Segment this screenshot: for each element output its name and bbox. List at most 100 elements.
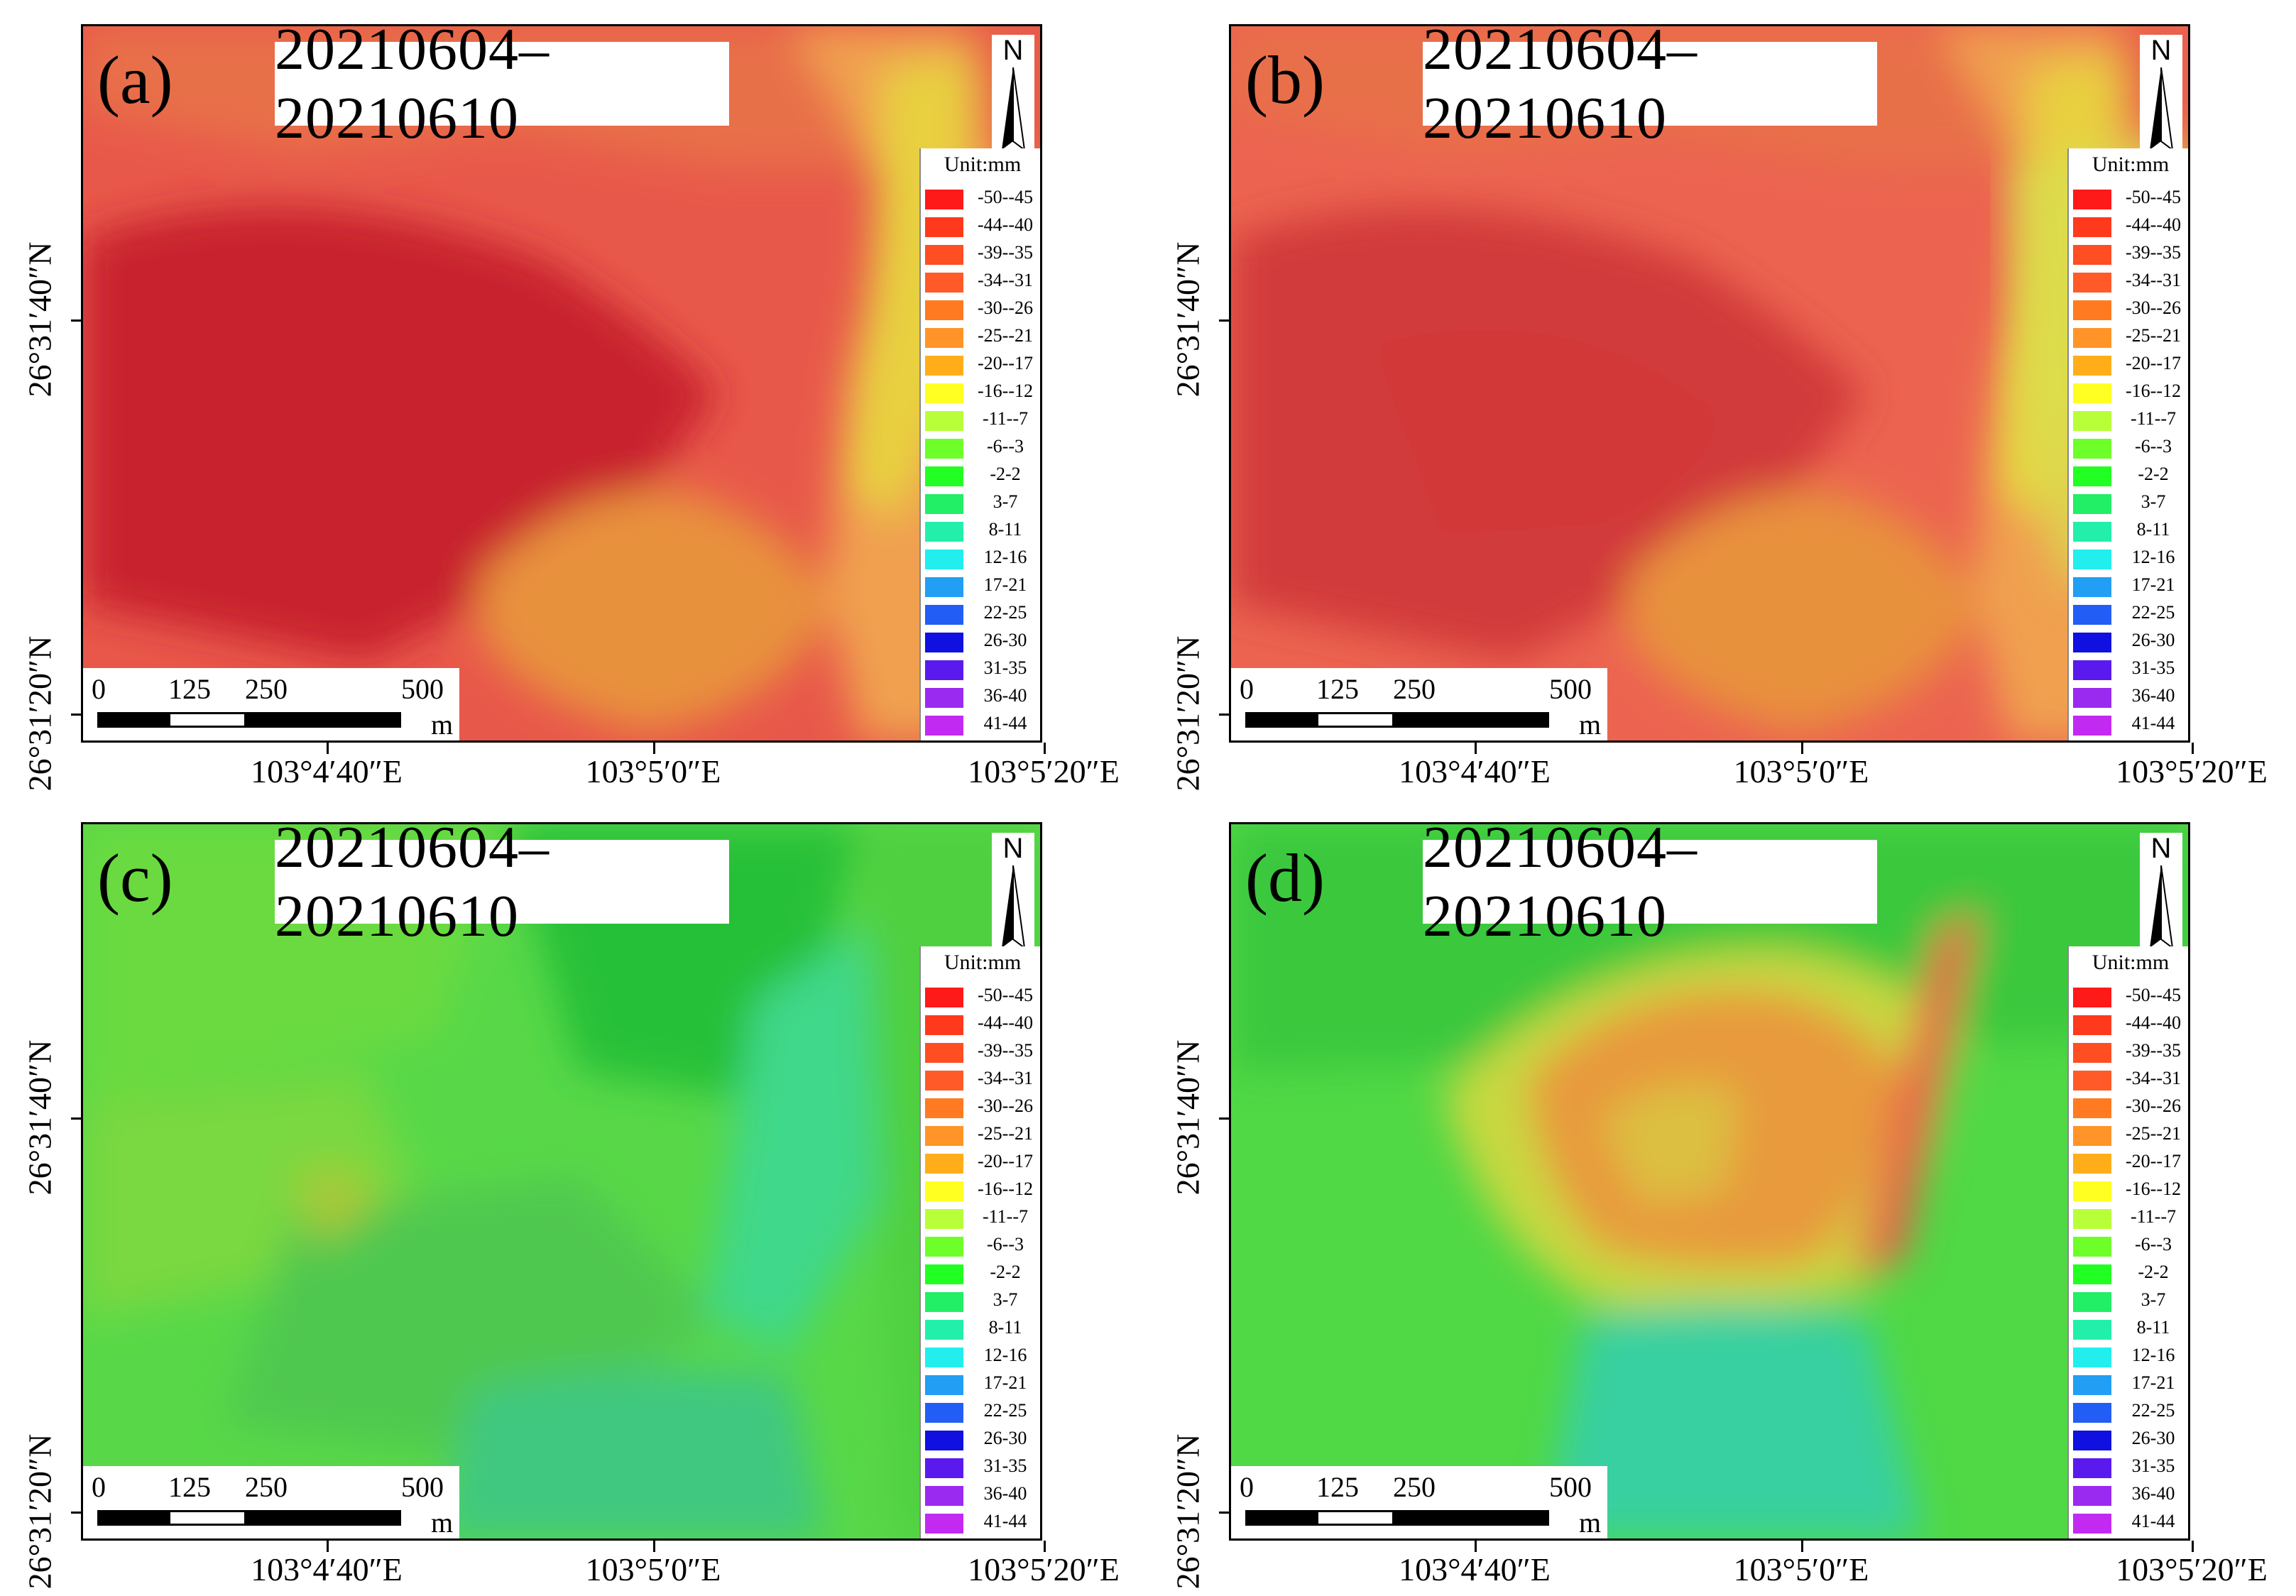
map-panel: (b) 20210604–20210610 N Unit:mm -50--45 -44--… <box>1148 0 2296 798</box>
y-axis-tick <box>1219 319 1230 322</box>
legend-item: -39--35 <box>925 241 1040 268</box>
legend-swatch <box>2073 1486 2111 1506</box>
legend-label: 8-11 <box>988 1317 1022 1338</box>
legend-label: 12-16 <box>983 1345 1027 1365</box>
legend-swatch <box>925 660 963 680</box>
panel-label: (d) <box>1245 840 1325 916</box>
scale-tick-label: 125 <box>1316 673 1359 705</box>
legend-swatch <box>2073 1375 2111 1395</box>
legend-swatch <box>925 522 963 542</box>
legend-item: 26-30 <box>925 628 1040 655</box>
legend-label: 22-25 <box>983 1400 1027 1421</box>
legend-label: -50--45 <box>978 187 1033 207</box>
legend-swatch <box>2073 411 2111 431</box>
legend-item: 12-16 <box>925 1343 1040 1370</box>
latitude-label: 26°31′40″N <box>1169 1039 1206 1196</box>
legend-item: 17-21 <box>925 573 1040 600</box>
legend-item: 8-11 <box>925 518 1040 545</box>
legend-swatch <box>925 190 963 209</box>
longitude-label: 103°5′20″E <box>2116 1551 2268 1587</box>
legend-label: -6--3 <box>2135 1234 2172 1255</box>
scale-tick-label: 500 <box>1549 673 1592 705</box>
north-label: N <box>2150 833 2172 864</box>
legend-label: 17-21 <box>983 1372 1027 1393</box>
map-frame: (b) 20210604–20210610 N Unit:mm -50--45 -44--… <box>1229 24 2190 743</box>
legend-label: 31-35 <box>2131 657 2175 678</box>
legend-label: 41-44 <box>2131 713 2175 733</box>
legend-item: -2-2 <box>925 1260 1040 1287</box>
legend-swatch <box>2073 1292 2111 1312</box>
legend-label: -44--40 <box>978 214 1033 235</box>
longitude-label: 103°5′20″E <box>968 1551 1120 1587</box>
panel-label: (a) <box>97 42 173 118</box>
legend-label: -30--26 <box>2126 297 2181 318</box>
legend-label: -16--12 <box>2126 381 2181 401</box>
longitude-label: 103°5′0″E <box>1733 1551 1869 1587</box>
legend-swatch <box>925 1431 963 1450</box>
legend-item: -34--31 <box>2073 1066 2188 1093</box>
legend-title: Unit:mm <box>2092 951 2170 974</box>
legend-item: -11--7 <box>925 1205 1040 1232</box>
legend-swatch <box>2073 245 2111 265</box>
latitude-label: 26°31′20″N <box>21 1433 58 1590</box>
legend-item: -11--7 <box>2073 1205 2188 1232</box>
legend-swatch <box>925 1458 963 1478</box>
legend-label: -2-2 <box>2138 464 2169 484</box>
legend-swatch <box>925 605 963 625</box>
map-frame: (d) 20210604–20210610 N Unit:mm -50--45 -44--… <box>1229 822 2190 1541</box>
scale-unit: m <box>1579 709 1602 740</box>
legend-swatch <box>925 356 963 376</box>
legend-label: 8-11 <box>988 519 1022 540</box>
legend-title: Unit:mm <box>2092 153 2170 176</box>
legend-item: 26-30 <box>2073 628 2188 655</box>
legend-item: 41-44 <box>2073 711 2188 738</box>
scale-segment <box>245 1510 401 1526</box>
legend-label: 41-44 <box>2131 1511 2175 1531</box>
date-range-title: 20210604–20210610 <box>275 26 729 151</box>
legend-swatch <box>2073 1348 2111 1367</box>
legend-label: 12-16 <box>2131 1345 2175 1365</box>
legend-label: -30--26 <box>978 1095 1033 1116</box>
map-panel: (a) 20210604–20210610 N Unit:mm -50--45 -44--… <box>0 0 1148 798</box>
x-axis-tick <box>1475 743 1477 754</box>
legend-item: -39--35 <box>2073 241 2188 268</box>
legend-item: -20--17 <box>925 351 1040 378</box>
map-frame: (c) 20210604–20210610 N Unit:mm -50--45 -44--… <box>81 822 1042 1541</box>
legend-swatch <box>925 688 963 708</box>
x-axis-tick <box>327 1541 329 1552</box>
legend-label: 26-30 <box>983 1428 1027 1448</box>
legend-swatch <box>2073 1043 2111 1063</box>
y-axis-tick <box>1219 1117 1230 1120</box>
legend-label: -6--3 <box>2135 436 2172 457</box>
legend-swatch <box>2073 1209 2111 1229</box>
legend-label: 12-16 <box>983 547 1027 567</box>
legend-swatch <box>2073 716 2111 736</box>
legend-label: -25--21 <box>978 325 1033 346</box>
legend-swatch <box>2073 633 2111 652</box>
legend-label: -2-2 <box>990 464 1021 484</box>
legend-item: -20--17 <box>925 1149 1040 1176</box>
legend-label: -6--3 <box>987 1234 1024 1255</box>
legend-swatch <box>925 1098 963 1118</box>
longitude-label: 103°5′0″E <box>1733 753 1869 789</box>
legend-item: -16--12 <box>2073 1177 2188 1204</box>
legend-label: 26-30 <box>2131 1428 2175 1448</box>
legend-swatch <box>925 1375 963 1395</box>
north-indicator: N <box>2140 35 2182 155</box>
legend-item: 17-21 <box>2073 1371 2188 1398</box>
legend-label: -25--21 <box>2126 325 2181 346</box>
legend-swatch <box>925 439 963 459</box>
legend-label: 22-25 <box>2131 1400 2175 1421</box>
legend-label: -39--35 <box>978 1040 1033 1061</box>
legend-item: 22-25 <box>2073 601 2188 628</box>
legend-label: 22-25 <box>2131 602 2175 623</box>
legend-label: 31-35 <box>983 657 1027 678</box>
legend-swatch <box>2073 1015 2111 1035</box>
longitude-label: 103°5′20″E <box>2116 753 2268 789</box>
legend-swatch <box>925 577 963 597</box>
legend-swatch <box>2073 522 2111 542</box>
legend-item: 36-40 <box>2073 684 2188 711</box>
legend-label: 3-7 <box>2141 1289 2166 1310</box>
legend-item: -44--40 <box>2073 1011 2188 1038</box>
legend-label: 36-40 <box>2131 685 2175 706</box>
